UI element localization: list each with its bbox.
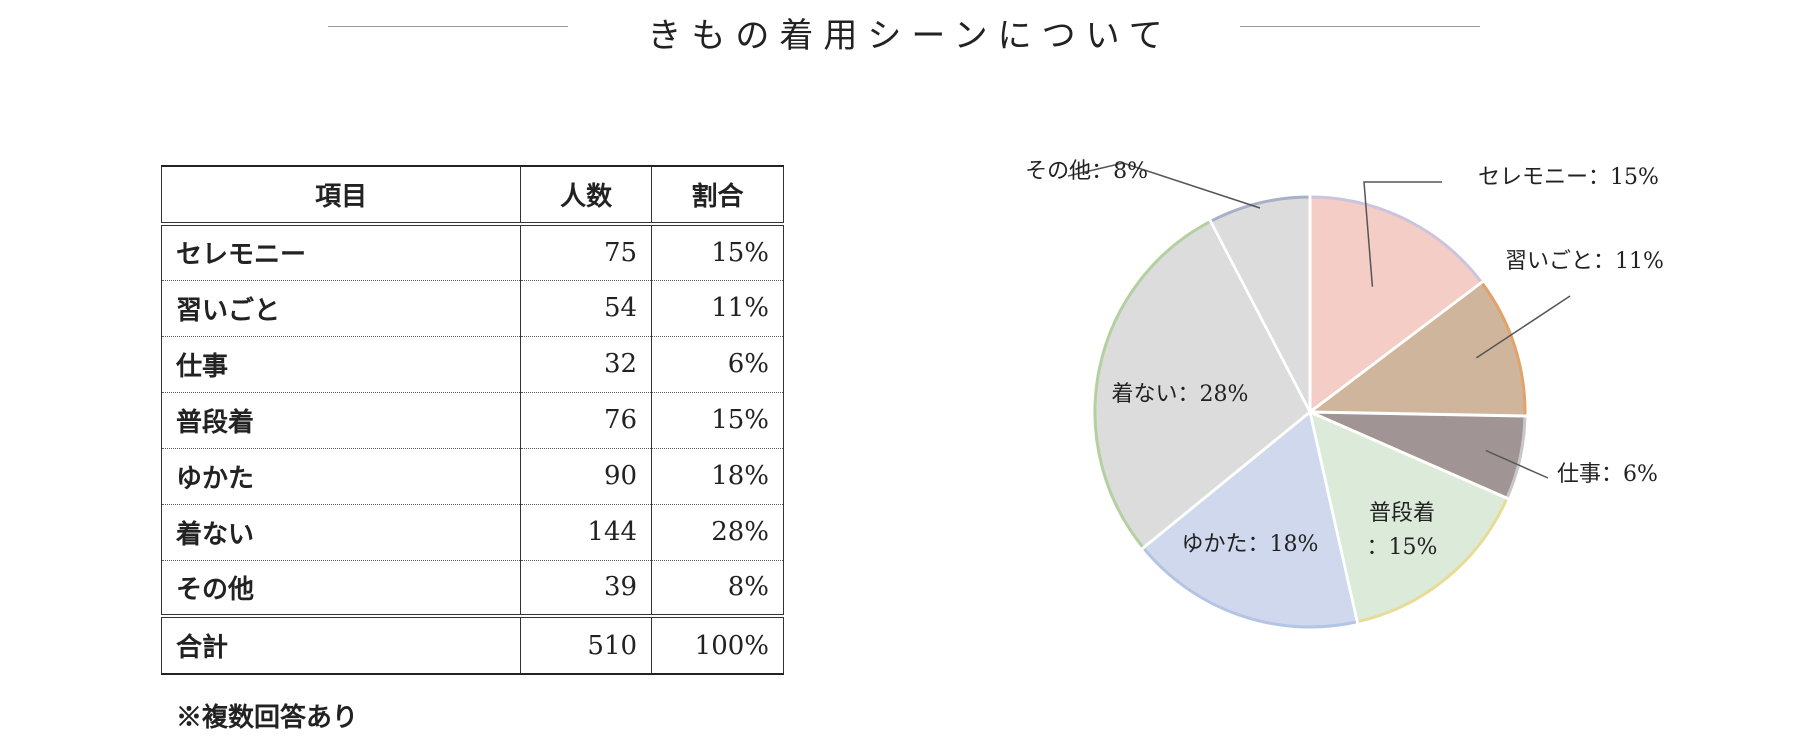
- title-rule-right: [1240, 26, 1480, 27]
- row-count: 75: [520, 224, 653, 281]
- row-label: ゆかた: [160, 448, 522, 505]
- table-row: 普段着 76 15%: [160, 392, 784, 449]
- pie-label: 着ない：28%: [1112, 382, 1249, 407]
- header-item: 項目: [160, 165, 522, 226]
- row-count: 76: [520, 392, 653, 449]
- footnote: ※複数回答あり: [176, 703, 359, 733]
- table-row: 着ない 144 28%: [160, 504, 784, 561]
- leader-line: [1485, 449, 1549, 479]
- pie-label: セレモニー：15%: [1478, 165, 1659, 190]
- row-count: 32: [520, 336, 653, 393]
- pie-label: その他：8%: [1025, 159, 1148, 184]
- row-label: その他: [160, 560, 522, 616]
- pie-label: 仕事：6%: [1557, 462, 1658, 487]
- total-count: 510: [520, 614, 653, 675]
- total-label: 合計: [160, 614, 522, 675]
- title-rule-left: [328, 26, 568, 27]
- table-row: セレモニー 75 15%: [160, 224, 784, 281]
- header-count: 人数: [520, 165, 653, 226]
- row-label: セレモニー: [160, 224, 522, 281]
- row-ratio: 18%: [651, 448, 784, 505]
- row-label: 習いごと: [160, 280, 522, 337]
- pie-slices: [1093, 195, 1527, 629]
- slice-separator: [1309, 410, 1510, 501]
- row-count: 144: [520, 504, 653, 561]
- table-header-row: 項目 人数 割合: [160, 165, 784, 226]
- row-count: 90: [520, 448, 653, 505]
- slice-everyday: [1307, 409, 1509, 624]
- row-ratio: 11%: [651, 280, 784, 337]
- leader-line: [1475, 295, 1571, 359]
- leader-lines: [1067, 162, 1571, 479]
- row-ratio: 15%: [651, 224, 784, 281]
- row-ratio: 15%: [651, 392, 784, 449]
- row-label: 仕事: [160, 336, 522, 393]
- row-ratio: 28%: [651, 504, 784, 561]
- leader-line: [1363, 181, 1442, 287]
- row-count: 39: [520, 560, 653, 616]
- row-count: 54: [520, 280, 653, 337]
- row-label: 着ない: [160, 504, 522, 561]
- pie-label: 普段着：15%: [1367, 501, 1438, 560]
- slice-separator: [1309, 410, 1527, 418]
- total-ratio: 100%: [651, 614, 784, 675]
- title-area: きもの着用シーンについて: [0, 0, 1800, 60]
- leader-line: [1067, 162, 1261, 209]
- pie-chart: セレモニー：15% 習いごと：11% 仕事：6% 普段着：15% ゆかた：18% 着ない：…: [1025, 159, 1664, 629]
- slice-lessons: [1305, 280, 1527, 418]
- pie-labels: セレモニー：15% 習いごと：11% 仕事：6% 普段着：15% ゆかた：18% 着ない：…: [1025, 159, 1664, 560]
- table-total-row: 合計 510 100%: [160, 614, 784, 675]
- slice-ceremony: [1308, 195, 1484, 416]
- slice-yukata: [1141, 409, 1360, 629]
- data-table: 項目 人数 割合 セレモニー 75 15% 習いごと 54 11% 仕事 32 …: [160, 165, 784, 675]
- table-row: その他 39 8%: [160, 560, 784, 616]
- row-ratio: 8%: [651, 560, 784, 616]
- slice-separator: [1308, 411, 1360, 625]
- pie-label: ゆかた：18%: [1182, 532, 1319, 557]
- slice-separator: [1208, 218, 1312, 413]
- slice-separator: [1140, 410, 1311, 551]
- row-ratio: 6%: [651, 336, 784, 393]
- header-ratio: 割合: [651, 165, 784, 226]
- row-label: 普段着: [160, 392, 522, 449]
- slice-other: [1208, 195, 1312, 413]
- table-row: 習いごと 54 11%: [160, 280, 784, 337]
- slice-not-worn: [1093, 219, 1312, 550]
- table-row: 仕事 32 6%: [160, 336, 784, 393]
- pie-label: 習いごと：11%: [1505, 249, 1664, 274]
- page-title: きもの着用シーンについて: [647, 16, 1173, 56]
- table-row: ゆかた 90 18%: [160, 448, 784, 505]
- slice-separator: [1309, 280, 1485, 414]
